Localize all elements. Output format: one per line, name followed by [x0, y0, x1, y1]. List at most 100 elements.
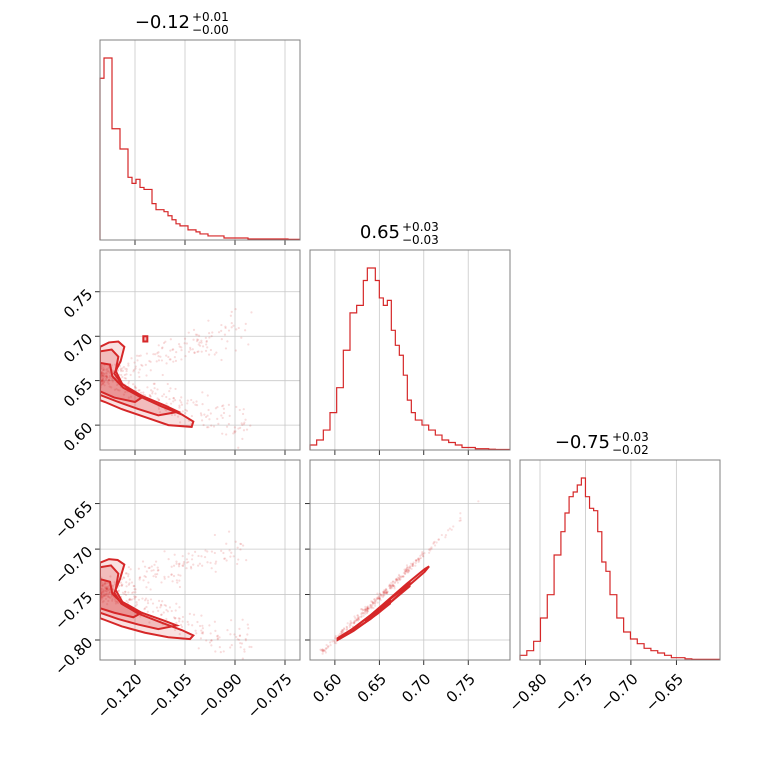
sample-point: [239, 642, 242, 645]
sample-point: [390, 581, 393, 584]
sample-point: [399, 578, 402, 581]
sample-point: [157, 354, 160, 358]
sample-point: [327, 645, 330, 648]
panel-background: [100, 250, 300, 450]
sample-point: [105, 586, 108, 590]
sample-point: [156, 572, 159, 576]
sample-point: [383, 592, 387, 595]
sample-point: [169, 358, 172, 361]
sample-point: [108, 385, 111, 388]
sample-point: [415, 559, 418, 562]
sample-point: [125, 368, 128, 371]
sample-point: [117, 589, 120, 592]
sample-point: [165, 362, 168, 365]
sample-point: [206, 561, 209, 564]
sample-point: [210, 639, 213, 642]
sample-point: [134, 596, 137, 599]
y-tick-label: −0.75: [51, 588, 96, 633]
sample-point: [182, 564, 185, 568]
sample-point: [388, 587, 392, 590]
sample-point: [236, 638, 239, 641]
sample-point: [375, 599, 378, 602]
sample-point: [319, 648, 322, 651]
title-upper-error: +0.03: [402, 220, 439, 234]
sample-point: [149, 360, 152, 363]
sample-point: [127, 380, 131, 383]
sample-point: [378, 597, 382, 601]
sample-point: [145, 570, 148, 573]
sample-point: [135, 354, 139, 357]
sample-point: [334, 636, 337, 639]
sample-point: [162, 393, 166, 396]
sample-point: [458, 519, 461, 522]
sample-point: [459, 519, 462, 522]
sample-point: [340, 630, 343, 634]
sample-point: [103, 380, 106, 384]
sample-point: [141, 364, 144, 367]
sample-point: [234, 430, 237, 433]
sample-point: [102, 594, 106, 598]
sample-point: [177, 573, 180, 576]
sample-point: [111, 585, 114, 588]
sample-point: [340, 628, 344, 632]
sample-point: [404, 569, 407, 573]
sample-point: [107, 366, 110, 369]
sample-point: [178, 606, 181, 609]
sample-point: [113, 598, 117, 601]
sample-point: [121, 583, 124, 586]
sample-point: [200, 632, 203, 635]
sample-point: [104, 592, 108, 595]
sample-point: [107, 370, 110, 373]
sample-point: [198, 334, 201, 337]
y-tick-label: 0.75: [60, 285, 96, 321]
sample-point: [108, 374, 112, 377]
sample-point: [429, 547, 432, 550]
contour-line: [100, 361, 144, 404]
sample-point: [228, 549, 231, 552]
sample-point: [117, 389, 120, 392]
sample-point: [163, 603, 166, 607]
sample-point: [226, 629, 229, 632]
sample-point: [130, 357, 133, 360]
sample-point: [217, 422, 220, 425]
sample-point: [200, 414, 203, 417]
sample-point: [146, 602, 150, 605]
sample-point: [107, 599, 110, 603]
sample-point: [177, 617, 180, 620]
sample-point: [333, 641, 336, 645]
sample-point: [156, 569, 160, 572]
sample-point: [373, 598, 376, 601]
sample-point: [128, 598, 131, 602]
title-median: 0.65: [360, 222, 400, 243]
sample-point: [398, 579, 401, 582]
sample-point: [149, 369, 152, 372]
histogram-panel-2: [519, 459, 721, 665]
sample-point: [157, 351, 160, 354]
sample-point: [360, 615, 363, 619]
sample-point: [237, 427, 240, 430]
sample-point: [106, 594, 109, 597]
sample-point: [222, 551, 225, 555]
sample-point: [211, 331, 214, 334]
sample-point: [119, 367, 122, 370]
sample-point: [366, 608, 369, 611]
sample-point: [245, 559, 248, 562]
sample-point: [132, 370, 135, 373]
sample-point: [245, 428, 249, 431]
sample-point: [105, 587, 108, 590]
sample-point: [172, 348, 175, 351]
sample-point: [157, 568, 160, 572]
sample-point: [142, 579, 145, 582]
sample-point: [220, 338, 223, 341]
sample-point: [240, 336, 243, 339]
sample-point: [159, 606, 162, 609]
sample-point: [225, 425, 229, 428]
sample-point: [122, 576, 125, 579]
sample-point: [372, 606, 375, 610]
density-panel-0-1: [95, 249, 301, 455]
sample-point: [100, 594, 103, 597]
sample-point: [346, 622, 349, 625]
sample-point: [175, 579, 178, 582]
sample-point: [406, 566, 409, 569]
sample-point: [227, 422, 230, 426]
